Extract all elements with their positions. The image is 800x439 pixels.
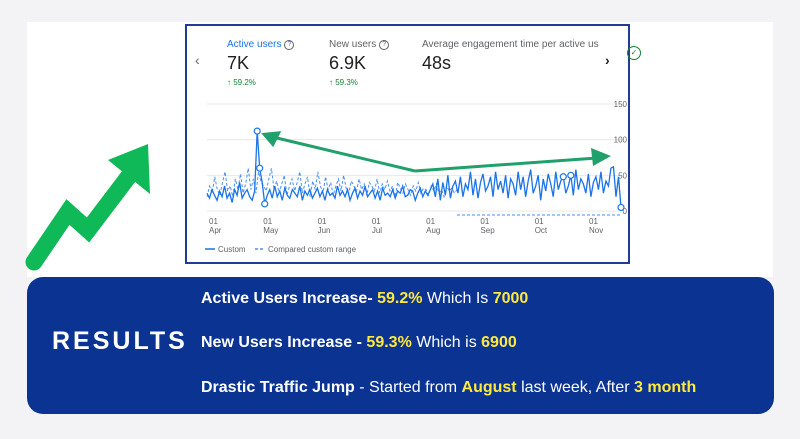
x-tick-label: Nov: [589, 226, 603, 235]
data-point-marker: [261, 200, 269, 208]
legend-custom-label: Custom: [218, 245, 246, 254]
data-point-marker: [559, 173, 567, 181]
data-point-marker: [567, 171, 575, 179]
annotation-arrow-line: [414, 156, 598, 173]
traffic-chart: 15010050001Apr01May01Jun01Jul01Aug01Sep0…: [205, 100, 628, 254]
metric-value: 6.9K: [329, 53, 367, 73]
results-title: RESULTS: [52, 327, 188, 355]
help-icon[interactable]: ?: [284, 40, 295, 50]
x-tick-label: May: [263, 226, 278, 235]
check-circle-icon[interactable]: ✓: [627, 46, 641, 60]
x-tick-label: 01: [318, 217, 327, 226]
y-tick-label: 0: [623, 207, 628, 216]
result-line-new-users: New Users Increase - 59.3% Which is 6900: [201, 334, 517, 351]
chevron-left-icon[interactable]: ‹: [195, 52, 200, 68]
metric-new-users[interactable]: New users? 6.9K ↑ 59.3%: [329, 39, 390, 87]
up-arrow-icon: ↑: [329, 78, 333, 87]
x-tick-label: 01: [589, 217, 598, 226]
metric-active-users[interactable]: Active users? 7K ↑ 59.2%: [227, 39, 295, 87]
metric-label: Average engagement time per active us: [422, 39, 599, 50]
x-tick-label: Sep: [480, 226, 495, 235]
result-line-traffic-jump: Drastic Traffic Jump - Started from Augu…: [201, 379, 697, 396]
metric-change-value: 59.2%: [233, 78, 256, 87]
x-tick-label: 01: [372, 217, 381, 226]
y-tick-label: 150: [614, 100, 628, 109]
metric-label: Active users: [227, 39, 282, 50]
x-tick-label: 01: [480, 217, 489, 226]
data-point-marker: [253, 127, 261, 135]
result-line-active-users: Active Users Increase- 59.2% Which Is 70…: [201, 290, 529, 307]
metric-change: ↑ 59.3%: [329, 78, 389, 87]
x-tick-label: 01: [263, 217, 272, 226]
x-tick-label: Oct: [535, 226, 548, 235]
results-banner: RESULTS Active Users Increase- 59.2% Whi…: [27, 277, 774, 414]
annotation-arrow-head: [591, 148, 611, 166]
series-compared-line: [206, 168, 458, 199]
up-arrow-icon: ↑: [227, 78, 231, 87]
x-tick-label: Apr: [209, 226, 222, 235]
data-point-marker: [617, 203, 625, 212]
x-tick-label: Jul: [372, 226, 382, 235]
metric-engagement-time[interactable]: Average engagement time per active us 48…: [422, 39, 599, 74]
annotation-arrow-line: [272, 135, 416, 173]
x-tick-label: 01: [209, 217, 218, 226]
annotation-arrow-head: [261, 131, 282, 148]
x-tick-label: 01: [535, 217, 544, 226]
help-icon[interactable]: ?: [379, 40, 390, 50]
chevron-right-icon[interactable]: ›: [605, 52, 610, 68]
metric-change: ↑ 59.2%: [227, 78, 294, 87]
series-custom-line: [206, 131, 622, 208]
analytics-card: ‹ Active users? 7K ↑ 59.2% New users? 6.…: [185, 24, 641, 264]
metric-value: 48s: [422, 53, 452, 73]
x-tick-label: 01: [426, 217, 435, 226]
data-point-marker: [256, 164, 264, 172]
metric-label: New users: [329, 39, 377, 50]
x-tick-label: Jun: [318, 226, 331, 235]
x-tick-label: Aug: [426, 226, 440, 235]
y-tick-label: 50: [618, 171, 627, 180]
legend-compared-label: Compared custom range: [268, 245, 357, 254]
metric-change-value: 59.3%: [335, 78, 358, 87]
metric-value: 7K: [227, 53, 250, 73]
y-tick-label: 100: [614, 136, 628, 145]
